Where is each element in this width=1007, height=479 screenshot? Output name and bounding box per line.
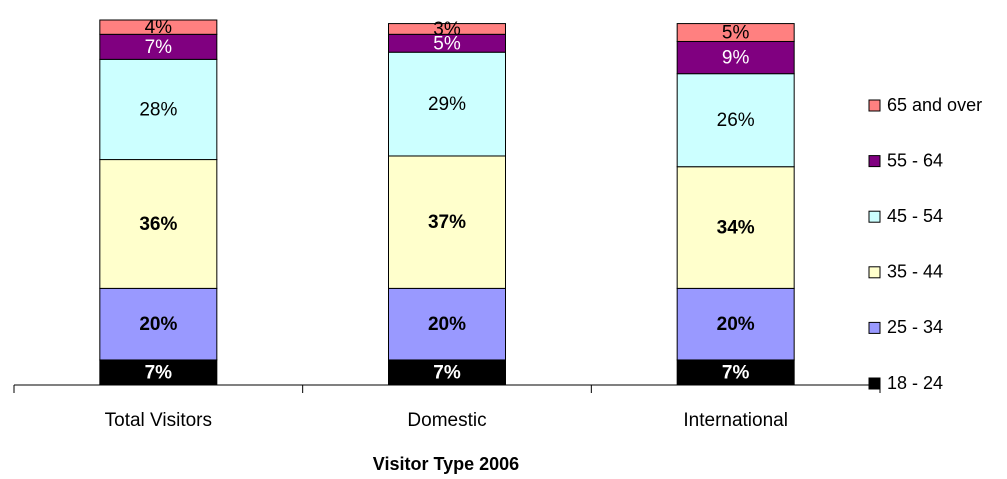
legend-swatch	[868, 210, 881, 223]
bar-segment	[388, 155, 506, 289]
x-axis-title: Visitor Type 2006	[373, 454, 519, 474]
legend-swatch	[868, 99, 881, 112]
bar-segment	[99, 58, 218, 161]
legend-label: 35 - 44	[887, 262, 943, 282]
data-label: 37%	[428, 212, 466, 233]
legend-label: 45 - 54	[887, 206, 943, 226]
data-label: 34%	[717, 218, 755, 239]
data-label: 7%	[722, 362, 750, 383]
bar-segment	[676, 73, 795, 168]
x-tick-label: Domestic	[407, 410, 486, 431]
x-tick-label: Total Visitors	[105, 410, 212, 431]
legend-label: 65 and over	[887, 95, 982, 115]
bar-segment	[676, 287, 795, 361]
data-label: 3%	[433, 19, 461, 40]
bar-segment	[676, 23, 795, 42]
bar-segment	[388, 51, 506, 157]
bar-segment	[99, 359, 218, 386]
data-label: 28%	[139, 99, 177, 120]
bar-segment	[388, 23, 506, 35]
bar-segment	[99, 19, 218, 35]
data-label: 7%	[145, 37, 173, 58]
bar-segment	[99, 33, 218, 60]
legend-label: 25 - 34	[887, 317, 943, 337]
data-label: 36%	[139, 214, 177, 235]
legend-swatch	[868, 266, 881, 279]
data-label: 20%	[717, 314, 755, 335]
bar-segment	[676, 166, 795, 289]
data-label: 20%	[139, 314, 177, 335]
x-tick-label: International	[683, 410, 788, 431]
bar-segment	[99, 287, 218, 361]
data-label: 20%	[428, 314, 466, 335]
data-label: 7%	[145, 362, 173, 383]
legend-label: 18 - 24	[887, 373, 943, 393]
data-label: 7%	[433, 362, 461, 383]
legend-swatch	[868, 155, 881, 168]
data-label: 29%	[428, 94, 466, 115]
data-label: 5%	[722, 23, 750, 44]
legend-swatch	[868, 321, 881, 334]
bar-segment	[676, 40, 795, 75]
data-label: 26%	[717, 110, 755, 131]
legend-swatch	[868, 377, 881, 390]
data-label: 4%	[145, 17, 173, 38]
data-label: 9%	[722, 48, 750, 69]
bar-segment	[388, 287, 506, 361]
data-label: 5%	[433, 33, 461, 54]
legend-label: 55 - 64	[887, 150, 943, 170]
